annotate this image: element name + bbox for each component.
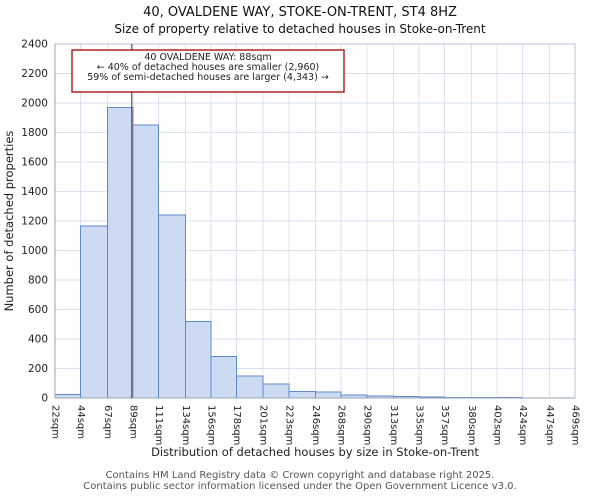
x-tick-label: 201sqm <box>258 405 269 445</box>
chart-title: 40, OVALDENE WAY, STOKE-ON-TRENT, ST4 8H… <box>143 5 457 20</box>
x-tick-label: 469sqm <box>570 405 581 445</box>
histogram-bar <box>210 356 237 399</box>
x-tick-label: 402sqm <box>492 405 503 445</box>
y-tick-label: 1400 <box>21 186 48 198</box>
x-tick-label: 268sqm <box>336 405 347 445</box>
footer-line-1: Contains HM Land Registry data © Crown c… <box>105 470 495 481</box>
x-tick-label: 22sqm <box>50 405 61 439</box>
x-tick-label: 111sqm <box>153 405 164 445</box>
x-tick-label: 380sqm <box>466 405 477 445</box>
footer-line-2: Contains public sector information licen… <box>83 481 517 492</box>
x-tick-label: 134sqm <box>180 405 191 445</box>
y-axis-label: Number of detached properties <box>2 131 16 312</box>
x-tick-label: 424sqm <box>517 405 528 445</box>
x-tick-label: 447sqm <box>544 405 555 445</box>
y-tick-label: 2000 <box>21 98 48 110</box>
histogram-bar <box>184 320 212 399</box>
x-tick-label: 357sqm <box>439 405 450 445</box>
y-tick-label: 1000 <box>21 245 48 257</box>
x-tick-label: 178sqm <box>231 405 242 445</box>
y-tick-label: 0 <box>41 393 48 405</box>
histogram-bar <box>235 375 264 399</box>
histogram-chart: 0 200 400 600 800 1000 1200 1400 1600 1800 2000 220… <box>2 39 581 460</box>
x-tick-label: 313sqm <box>388 405 399 445</box>
x-tick-label: 246sqm <box>310 405 321 445</box>
y-tick-label: 1200 <box>21 216 48 228</box>
y-tick-label: 600 <box>28 304 48 316</box>
annotation-box <box>71 49 345 93</box>
x-axis-label: Distribution of detached houses by size … <box>151 445 479 459</box>
annotation-line: 40 OVALDENE WAY: 88sqm <box>144 52 271 63</box>
chart-footer: Contains HM Land Registry data © Crown c… <box>0 470 600 492</box>
histogram-bar <box>262 383 290 399</box>
y-tick-label: 2400 <box>21 39 48 51</box>
x-tick-label: 44sqm <box>75 405 86 439</box>
histogram-bar <box>315 391 342 399</box>
y-tick-label: 400 <box>28 334 48 346</box>
y-tick-label: 1600 <box>21 157 48 169</box>
y-tick-label: 1800 <box>21 127 48 139</box>
y-tick-label: 200 <box>28 363 48 375</box>
histogram-bar <box>158 214 186 399</box>
histogram-bar <box>132 124 160 399</box>
y-tick-label: 2200 <box>21 68 48 80</box>
histogram-bar <box>80 225 108 399</box>
x-tick-label: 67sqm <box>102 405 113 439</box>
histogram-bar <box>106 106 134 399</box>
annotation-line: ← 40% of detached houses are smaller (2,… <box>97 62 320 73</box>
histogram-bar <box>288 390 317 399</box>
histogram-bar <box>54 393 82 399</box>
annotation-line: 59% of semi-detached houses are larger (… <box>87 72 329 83</box>
x-tick-label: 223sqm <box>283 405 294 445</box>
x-tick-label: 335sqm <box>414 405 425 445</box>
x-tick-label: 290sqm <box>361 405 372 445</box>
x-tick-label: 89sqm <box>127 405 138 439</box>
x-tick-label: 156sqm <box>205 405 216 445</box>
y-tick-label: 800 <box>28 275 48 287</box>
chart-subtitle: Size of property relative to detached ho… <box>114 22 486 36</box>
